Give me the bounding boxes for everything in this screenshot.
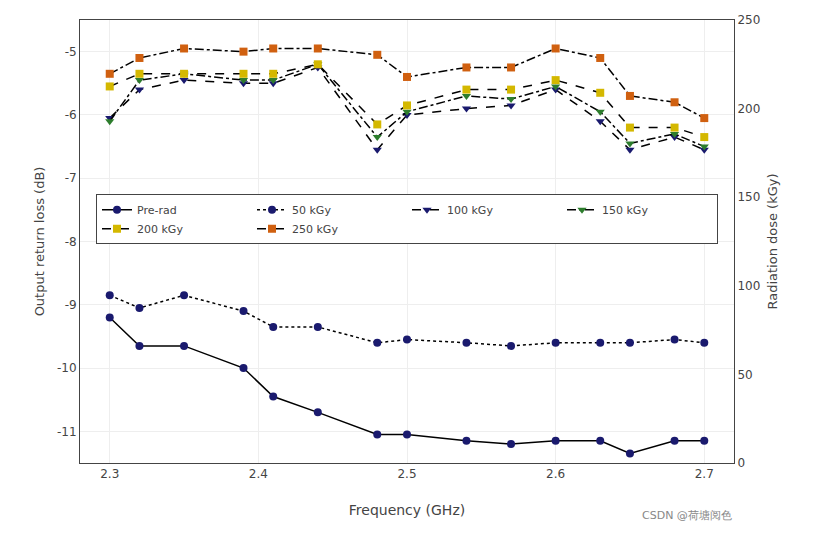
svg-text:Pre-rad: Pre-rad	[137, 204, 177, 217]
svg-text:-5: -5	[65, 45, 77, 59]
svg-text:50 kGy: 50 kGy	[292, 204, 331, 217]
svg-text:2.7: 2.7	[695, 467, 714, 481]
svg-text:CSDN @荷塘阅色: CSDN @荷塘阅色	[642, 509, 732, 522]
svg-text:-9: -9	[65, 298, 77, 312]
svg-text:-11: -11	[57, 425, 77, 439]
svg-text:Radiation dose (kGy): Radiation dose (kGy)	[765, 173, 780, 309]
svg-text:-7: -7	[65, 171, 77, 185]
svg-text:2.4: 2.4	[249, 467, 268, 481]
svg-text:Output return loss (dB): Output return loss (dB)	[32, 167, 47, 317]
svg-text:150: 150	[737, 190, 760, 204]
svg-text:2.6: 2.6	[546, 467, 565, 481]
svg-text:-8: -8	[65, 235, 77, 249]
svg-text:50: 50	[737, 368, 752, 382]
svg-text:-10: -10	[57, 361, 77, 375]
svg-text:Frequency (GHz): Frequency (GHz)	[349, 502, 465, 518]
svg-text:0: 0	[737, 456, 745, 470]
svg-text:250: 250	[737, 13, 760, 27]
svg-text:100: 100	[737, 279, 760, 293]
svg-text:200: 200	[737, 102, 760, 116]
svg-text:250 kGy: 250 kGy	[292, 223, 338, 236]
svg-text:2.5: 2.5	[397, 467, 416, 481]
svg-text:150 kGy: 150 kGy	[602, 204, 648, 217]
svg-text:200 kGy: 200 kGy	[137, 223, 183, 236]
svg-text:-6: -6	[65, 108, 77, 122]
svg-text:100 kGy: 100 kGy	[447, 204, 493, 217]
svg-text:2.3: 2.3	[100, 467, 119, 481]
